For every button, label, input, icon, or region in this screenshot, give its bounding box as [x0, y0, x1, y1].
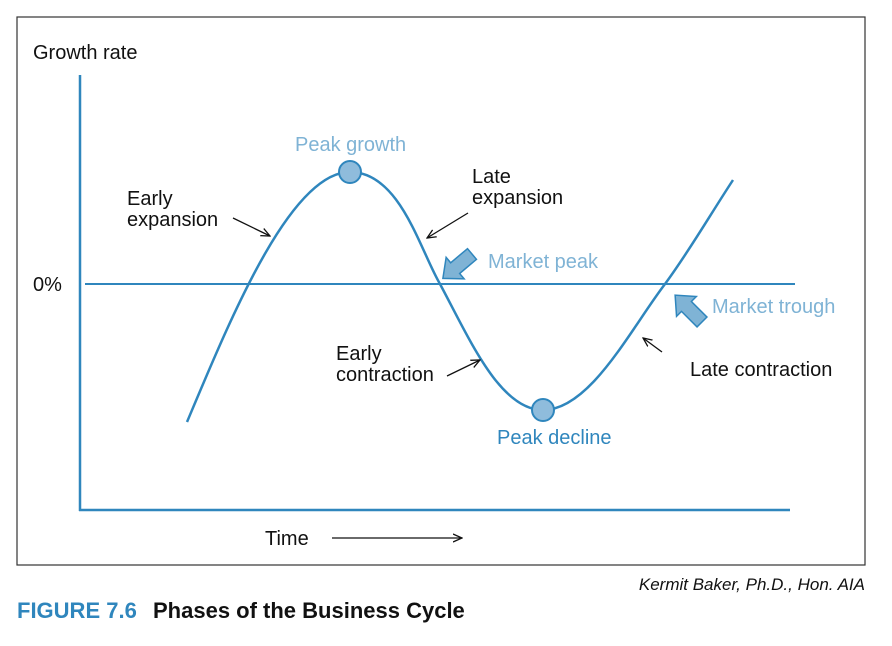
peak-marker	[338, 160, 362, 184]
market-peak-arrow	[442, 247, 478, 280]
pointer	[643, 338, 663, 353]
phase-label: Early	[127, 188, 173, 210]
phase-label: Late	[472, 166, 511, 188]
frame	[16, 16, 866, 566]
point-label: Market peak	[488, 251, 599, 273]
point-label: Peak growth	[295, 134, 406, 156]
x-axis-label: Time	[265, 528, 309, 550]
phase-label: Early	[336, 343, 382, 365]
credit: Kermit Baker, Ph.D., Hon. AIA	[639, 575, 865, 594]
point-label: Peak decline	[497, 427, 612, 449]
figure-title: Phases of the Business Cycle	[153, 598, 465, 623]
pointer	[446, 360, 480, 377]
phase-label: contraction	[336, 364, 434, 386]
phase-label: expansion	[472, 187, 563, 209]
trough-marker	[531, 398, 555, 422]
point-label: Market trough	[712, 296, 835, 318]
zero-label: 0%	[33, 274, 62, 296]
y-axis-label: Growth rate	[33, 42, 137, 64]
pointer	[427, 212, 469, 238]
phase-label: Late contraction	[690, 359, 832, 381]
market-trough-arrow	[674, 294, 709, 329]
phase-label: expansion	[127, 209, 218, 231]
pointer	[232, 217, 270, 236]
cycle-curve	[185, 170, 735, 423]
figure-number: FIGURE 7.6	[17, 598, 137, 623]
